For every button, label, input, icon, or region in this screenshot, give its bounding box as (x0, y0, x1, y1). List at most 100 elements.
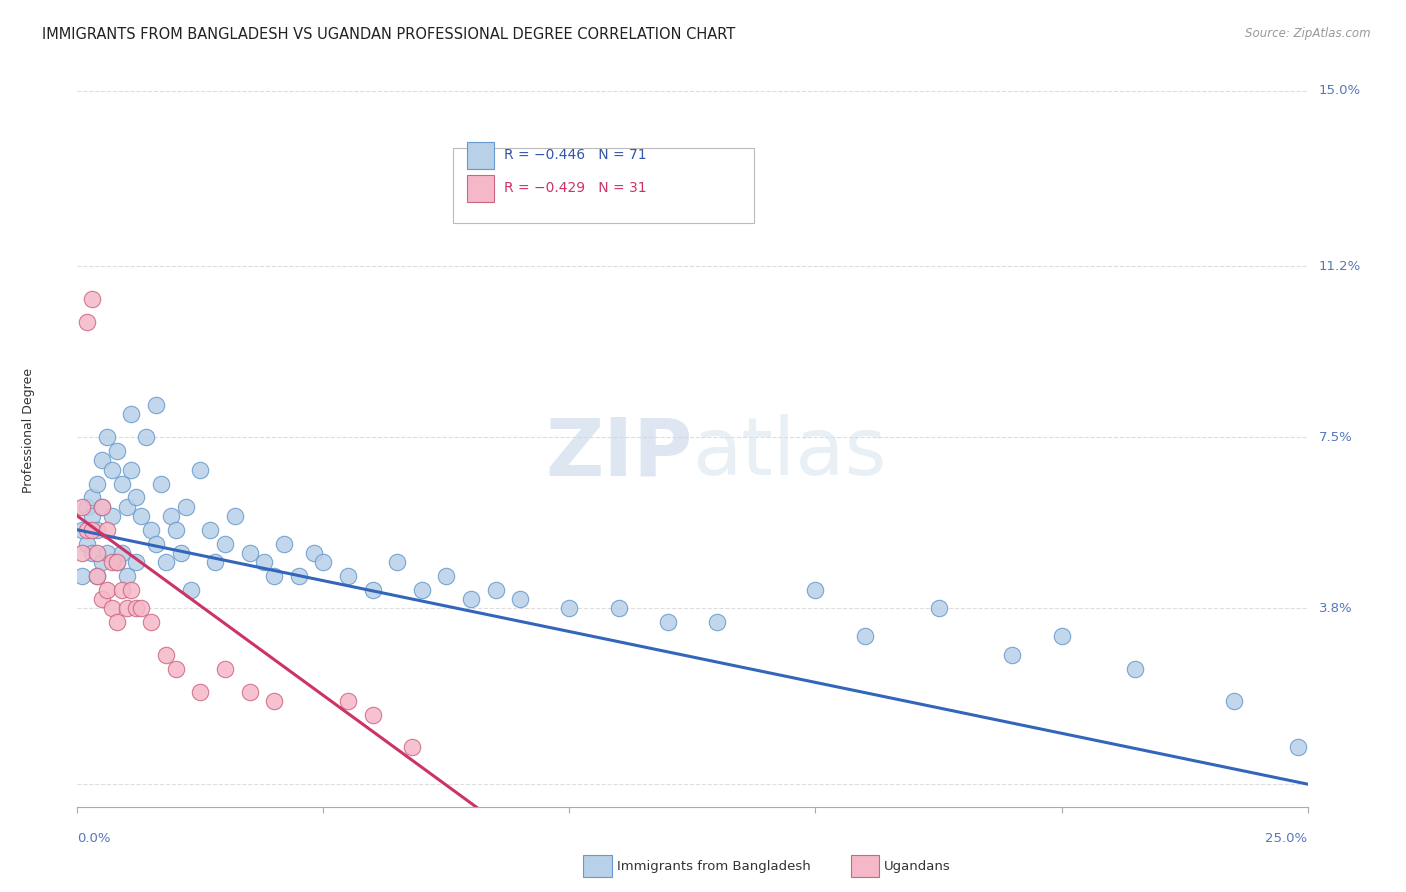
Point (607, 601, 630, 615)
Point (96, 430, 118, 444)
Point (90, 453, 114, 467)
Point (135, 430, 157, 444)
Point (385, 555, 409, 569)
Point (101, 555, 124, 569)
Point (76, 500, 98, 514)
Text: R = −0.446   N = 71: R = −0.446 N = 71 (505, 148, 647, 162)
Text: 25.0%: 25.0% (1265, 832, 1308, 846)
Point (253, 555, 276, 569)
Point (155, 555, 177, 569)
Point (1050, 629, 1073, 643)
Point (1223, 694, 1246, 708)
Point (125, 601, 148, 615)
Point (101, 601, 124, 615)
Point (105, 555, 128, 569)
Point (302, 546, 325, 560)
Point (150, 476, 173, 491)
Point (204, 555, 226, 569)
Point (129, 601, 153, 615)
Point (263, 694, 285, 708)
Point (70, 523, 93, 537)
Point (200, 523, 222, 537)
Point (174, 500, 197, 514)
Text: Professional Degree: Professional Degree (21, 368, 35, 493)
Point (312, 555, 335, 569)
Point (86, 569, 108, 583)
Point (90, 500, 114, 514)
Point (239, 546, 262, 560)
Point (141, 523, 163, 537)
Point (82, 508, 104, 523)
Text: 7.5%: 7.5% (1319, 431, 1353, 444)
Point (115, 601, 138, 615)
Point (411, 582, 433, 597)
Point (361, 582, 384, 597)
Text: 15.0%: 15.0% (1319, 84, 1361, 97)
Point (155, 648, 177, 662)
Text: ZIP: ZIP (546, 414, 693, 492)
Point (1001, 648, 1024, 662)
Point (101, 463, 124, 477)
Point (70, 569, 93, 583)
Point (706, 615, 728, 630)
Point (86, 523, 108, 537)
Point (853, 629, 876, 643)
Point (105, 555, 128, 569)
Point (90, 555, 114, 569)
Text: Ugandans: Ugandans (884, 860, 950, 872)
Point (82, 546, 104, 560)
Point (82, 523, 104, 537)
Point (804, 582, 827, 597)
Point (125, 491, 148, 505)
Point (141, 615, 163, 630)
Point (1125, 661, 1147, 675)
Point (361, 707, 384, 722)
Point (460, 592, 482, 607)
Point (96, 523, 118, 537)
Point (263, 569, 285, 583)
Point (121, 582, 143, 597)
Point (82, 292, 104, 306)
Point (129, 508, 153, 523)
Point (121, 463, 143, 477)
Point (121, 407, 143, 421)
Point (115, 569, 138, 583)
Point (82, 491, 104, 505)
Point (288, 569, 311, 583)
Point (1286, 740, 1309, 755)
Point (76, 315, 98, 329)
Text: atlas: atlas (693, 414, 887, 492)
Bar (467, 142, 495, 169)
Point (86, 546, 108, 560)
Text: Source: ZipAtlas.com: Source: ZipAtlas.com (1246, 27, 1371, 40)
Point (111, 476, 132, 491)
Point (224, 508, 246, 523)
Point (188, 463, 212, 477)
Point (96, 546, 118, 560)
Point (145, 398, 167, 412)
Point (70, 546, 93, 560)
Point (115, 500, 138, 514)
Point (76, 523, 98, 537)
Bar (467, 175, 495, 202)
Bar (453, 148, 754, 223)
Point (165, 661, 187, 675)
Point (160, 508, 183, 523)
Point (509, 592, 531, 607)
Point (90, 500, 114, 514)
Point (401, 740, 423, 755)
Point (111, 546, 132, 560)
Text: 11.2%: 11.2% (1319, 260, 1361, 273)
Point (105, 615, 128, 630)
Point (125, 555, 148, 569)
Point (337, 569, 360, 583)
Point (436, 569, 458, 583)
Point (86, 569, 108, 583)
Text: R = −0.429   N = 31: R = −0.429 N = 31 (505, 181, 647, 195)
Point (657, 615, 679, 630)
Point (273, 537, 295, 551)
Point (96, 582, 118, 597)
Point (105, 444, 128, 458)
Text: 0.0%: 0.0% (77, 832, 111, 846)
Text: 3.8%: 3.8% (1319, 602, 1353, 615)
